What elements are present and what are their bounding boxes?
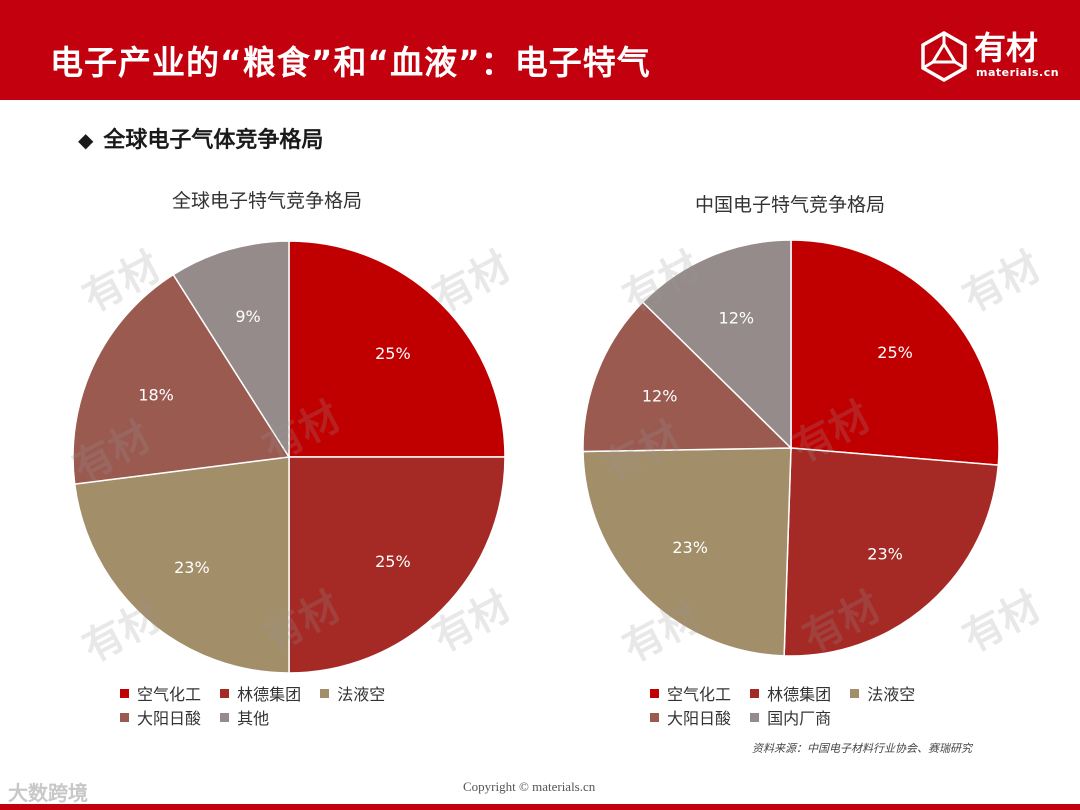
pie-slice: [582, 447, 792, 657]
legend-label: 空气化工: [137, 685, 202, 704]
legend-swatch: [850, 689, 860, 698]
chart-title-global: 全球电子特气竞争格局: [171, 190, 362, 212]
slice-value-label: 23%: [867, 545, 903, 564]
legend-global: 空气化工 林德集团 法液空 大阳日酸 其他: [120, 681, 399, 729]
slice-value-label: 25%: [877, 343, 913, 362]
legend-swatch: [750, 713, 760, 722]
pie-slice: [582, 301, 793, 453]
legend-china: 空气化工 林德集团 法液空 大阳日酸 国内厂商: [650, 681, 929, 729]
legend-label: 林德集团: [237, 685, 302, 704]
legend-item: 国内厂商: [750, 705, 831, 729]
legend-swatch: [120, 713, 129, 722]
pie-slice: [790, 239, 1000, 466]
header-bar: 电子产业的“粮食”和“血液”：电子特气 有材 materials.cn: [0, 0, 1080, 100]
legend-item: 法液空: [850, 681, 915, 705]
slice-value-label: 25%: [375, 552, 411, 571]
pie-slice: [288, 456, 506, 674]
slice-value-label: 9%: [235, 307, 260, 326]
legend-label: 法液空: [867, 685, 916, 704]
legend-item: 法液空: [320, 681, 385, 705]
legend-item: 林德集团: [220, 681, 301, 705]
legend-item: 其他: [220, 705, 269, 729]
legend-label: 林德集团: [767, 685, 832, 704]
legend-label: 大阳日酸: [137, 709, 202, 728]
legend-swatch: [220, 713, 230, 722]
legend-item: 大阳日酸: [120, 705, 201, 729]
section-heading: ◆ 全球电子气体竞争格局: [78, 122, 323, 154]
legend-swatch: [750, 689, 760, 698]
footer-bar: [0, 804, 1080, 810]
page-title: 电子产业的“粮食”和“血液”：电子特气: [50, 43, 651, 82]
legend-swatch: [650, 689, 659, 698]
pie-slice: [72, 273, 291, 485]
pie-slice: [172, 240, 290, 460]
legend-swatch: [650, 713, 659, 722]
legend-item: 大阳日酸: [650, 705, 731, 729]
legend-swatch: [120, 689, 129, 698]
pie-slice: [73, 456, 290, 674]
corner-watermark: 大数跨境: [8, 781, 88, 805]
pie-slice: [641, 239, 792, 450]
legend-label: 法液空: [337, 685, 386, 704]
source-note: 资料来源：中国电子材料行业协会、赛瑞研究: [752, 742, 972, 755]
pie-slice: [783, 447, 1000, 657]
slice-value-label: 18%: [138, 385, 174, 404]
logo-subtext: materials.cn: [976, 66, 1060, 79]
slice-value-label: 23%: [672, 538, 708, 557]
slice-value-label: 12%: [642, 386, 678, 405]
logo-text: 有材: [974, 29, 1039, 67]
legend-label: 国内厂商: [767, 709, 832, 728]
legend-label: 其他: [237, 709, 270, 728]
copyright-text: Copyright © materials.cn: [463, 779, 596, 794]
slice-value-label: 12%: [719, 309, 755, 328]
logo-icon: [921, 30, 967, 82]
slice-value-label: 25%: [375, 344, 411, 363]
legend-item: 空气化工: [650, 681, 731, 705]
section-heading-text: 全球电子气体竞争格局: [103, 128, 324, 153]
chart-title-china: 中国电子特气竞争格局: [694, 194, 885, 216]
legend-label: 空气化工: [667, 685, 732, 704]
legend-item: 林德集团: [750, 681, 831, 705]
pie-slice: [288, 240, 506, 458]
legend-label: 大阳日酸: [667, 709, 732, 728]
legend-swatch: [320, 689, 330, 698]
legend-item: 空气化工: [120, 681, 201, 705]
diamond-bullet-icon: ◆: [78, 128, 94, 152]
slice-value-label: 23%: [174, 558, 210, 577]
brand-logo: 有材 materials.cn: [918, 29, 1060, 86]
legend-swatch: [220, 689, 230, 698]
